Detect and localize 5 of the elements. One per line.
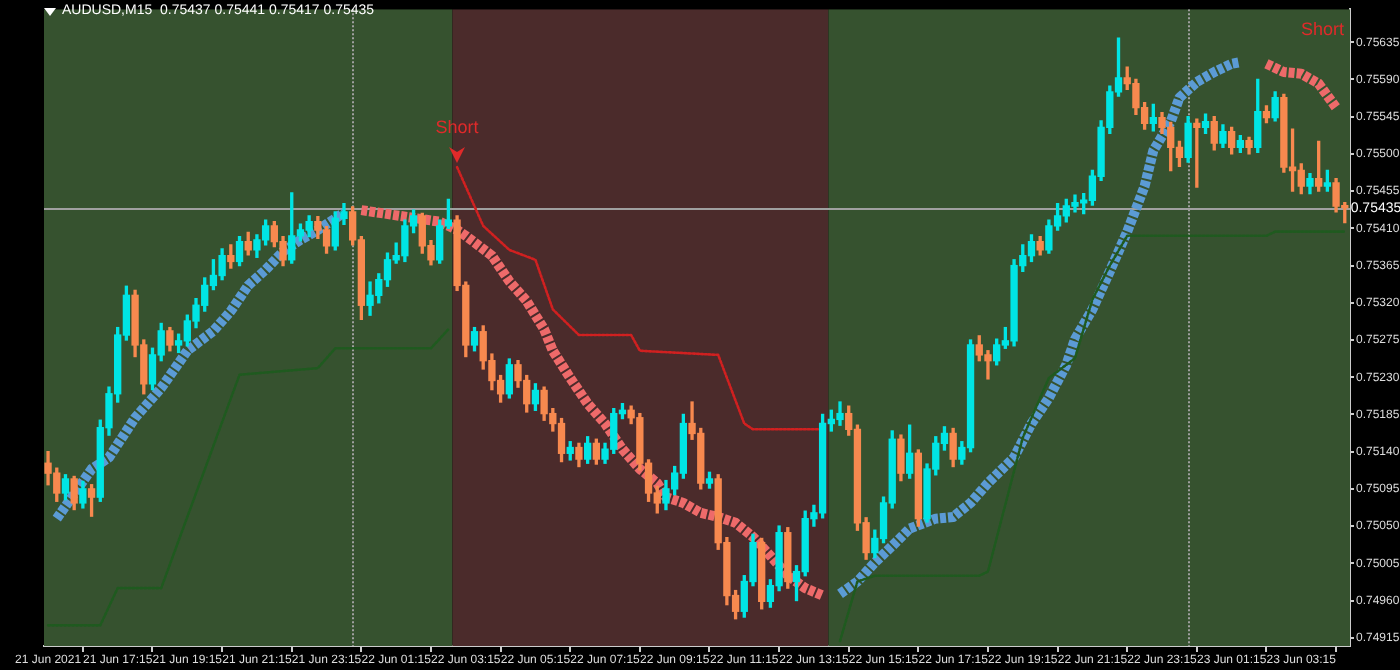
annotation: Short [435,117,480,138]
line-series [838,230,1347,643]
line-series [46,327,450,627]
annotation: Short [1300,19,1345,40]
line-series [455,165,824,431]
